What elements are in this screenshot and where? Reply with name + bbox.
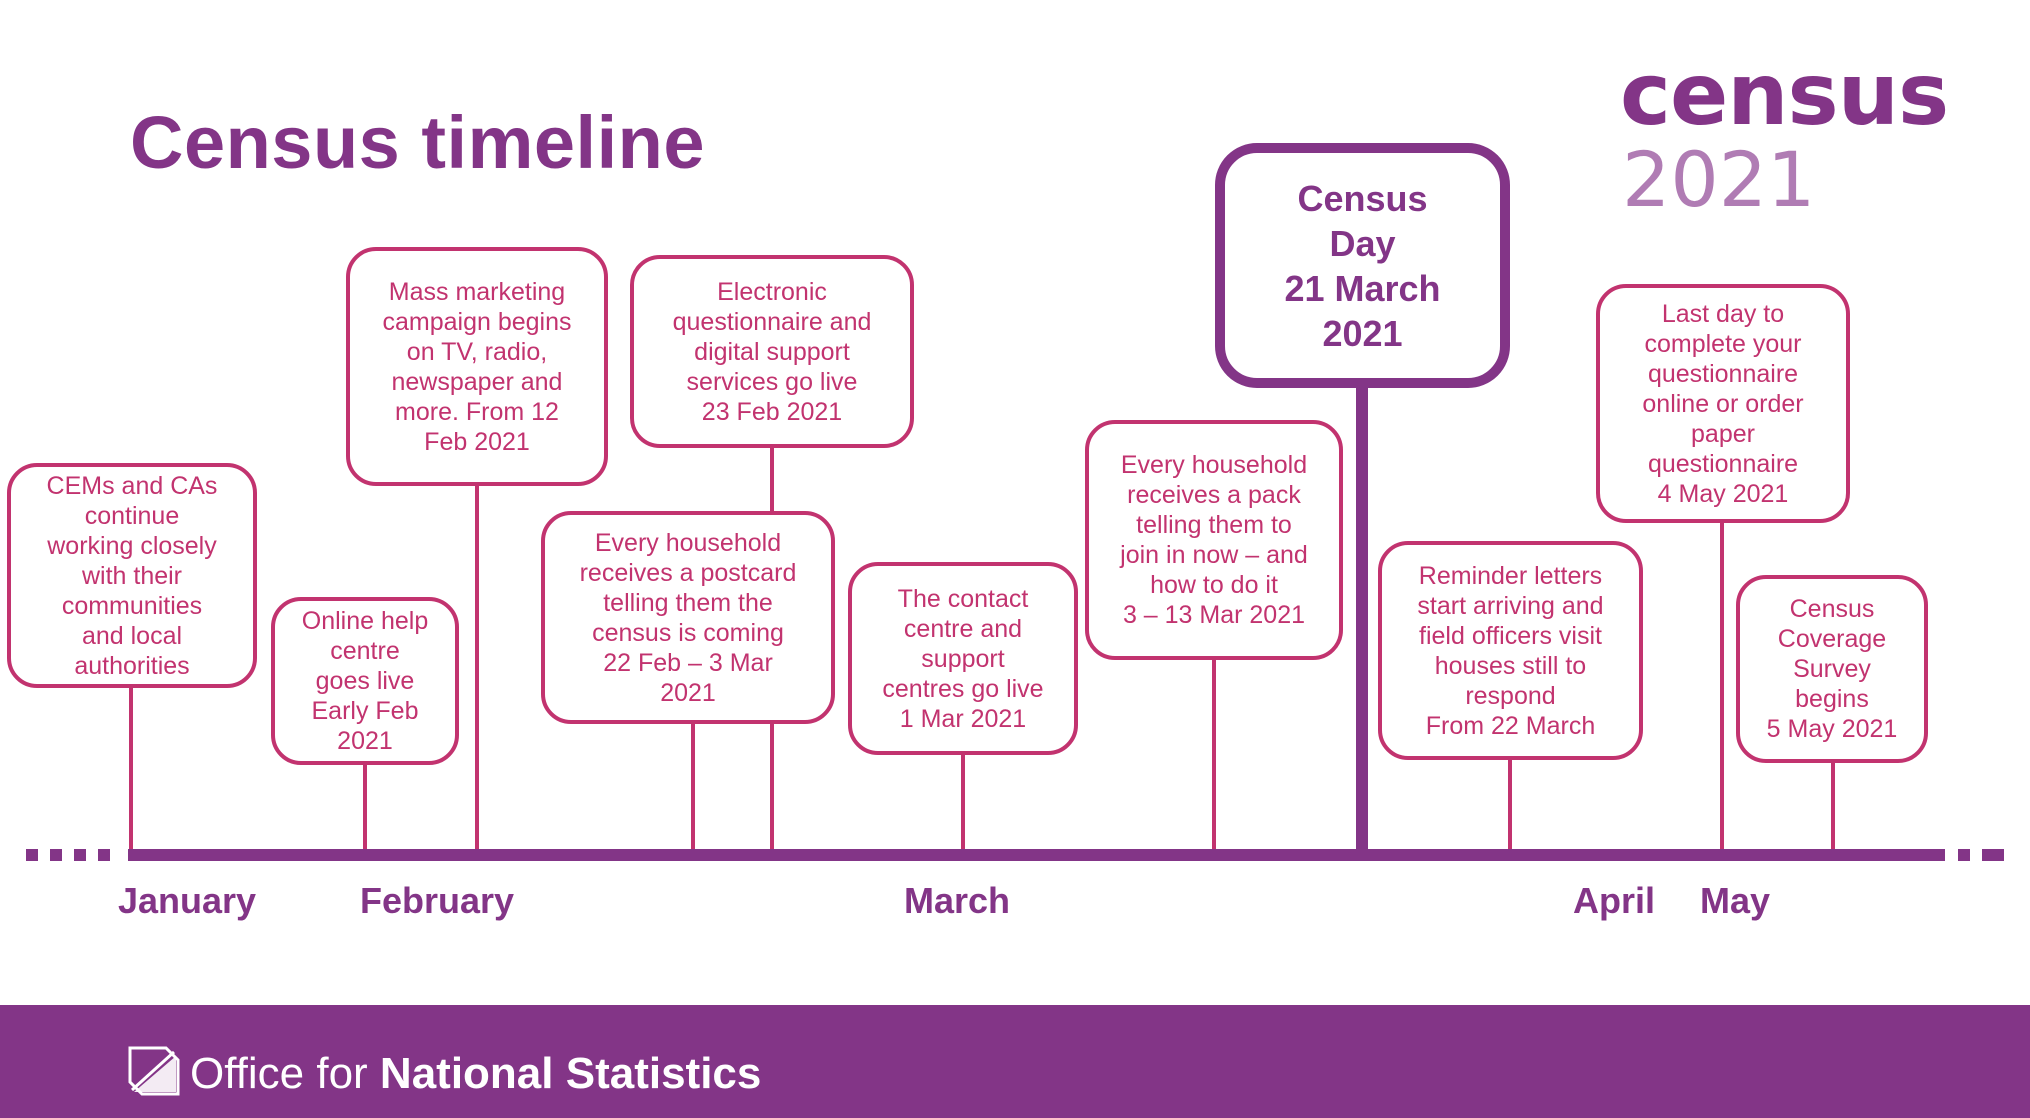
event-electronic-questionnaire: Electronic questionnaire and digital sup… [630,255,914,448]
event-contact-centre: The contact centre and support centres g… [848,562,1078,755]
axis-dot [50,849,62,861]
ons-wordmark: Office for National Statistics [190,1048,761,1100]
census-logo-year: 2021 [1622,135,1816,224]
event-mass-marketing: Mass marketing campaign begins on TV, ra… [346,247,608,486]
event-coverage-survey: Census Coverage Survey begins 5 May 2021 [1736,575,1928,763]
event-online-help-centre: Online help centre goes live Early Feb 2… [271,597,459,765]
axis-dot [98,849,110,861]
event-census-day: Census Day 21 March 2021 [1215,143,1510,388]
page-title: Census timeline [130,101,706,184]
axis-dot [1958,849,1970,861]
event-reminder-letters: Reminder letters start arriving and fiel… [1378,541,1643,760]
ons-wordmark-bold: National Statistics [379,1049,762,1098]
ons-wordmark-light: Office for [190,1049,380,1098]
axis-dot [74,849,86,861]
axis-dot [1992,849,2004,861]
axis-dot [26,849,38,861]
month-label-april: April [1573,880,1656,921]
census-logo-word: census [1620,45,1949,145]
event-postcard: Every household receives a postcard tell… [541,511,835,724]
axis-dot [1982,849,1994,861]
event-last-day: Last day to complete your questionnaire … [1596,284,1850,523]
month-label-may: May [1700,880,1771,921]
month-label-february: February [360,880,515,921]
event-household-pack: Every household receives a pack telling … [1085,420,1343,660]
event-cems-cas: CEMs and CAs continue working closely wi… [7,463,257,688]
month-label-march: March [904,880,1011,921]
month-label-january: January [118,880,257,921]
footer-bar [0,1005,2030,1118]
ons-logo-icon [128,1046,180,1096]
